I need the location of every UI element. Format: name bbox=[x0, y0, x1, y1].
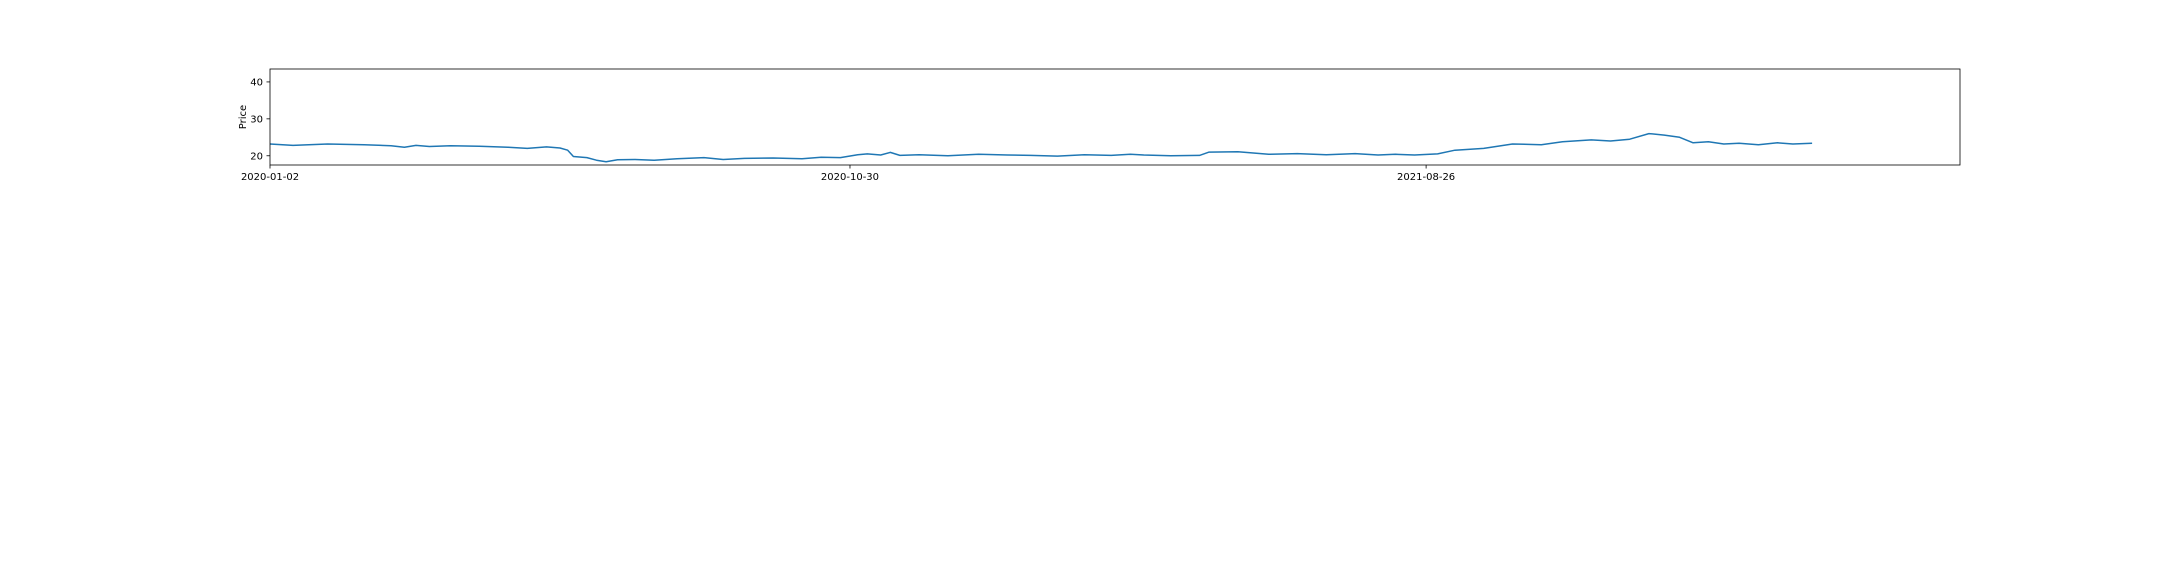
x-tick-label: 2021-08-26 bbox=[1397, 172, 1455, 183]
plot-frame bbox=[269, 68, 1961, 166]
series-layer bbox=[269, 132, 1813, 163]
y-tick-label: 20 bbox=[250, 151, 263, 162]
y-axis: 20 30 40 bbox=[250, 77, 270, 162]
y-axis-label: Price bbox=[238, 105, 249, 129]
plot-area bbox=[270, 69, 1960, 165]
x-tick-label: 2020-10-30 bbox=[821, 172, 879, 183]
x-axis: 2020-01-02 2020-10-30 2021-08-26 bbox=[241, 165, 1455, 183]
series-line-0 bbox=[269, 132, 1813, 163]
y-tick-label: 40 bbox=[250, 77, 263, 88]
y-tick-label: 30 bbox=[250, 114, 263, 125]
x-tick-label: 2020-01-02 bbox=[241, 172, 299, 183]
